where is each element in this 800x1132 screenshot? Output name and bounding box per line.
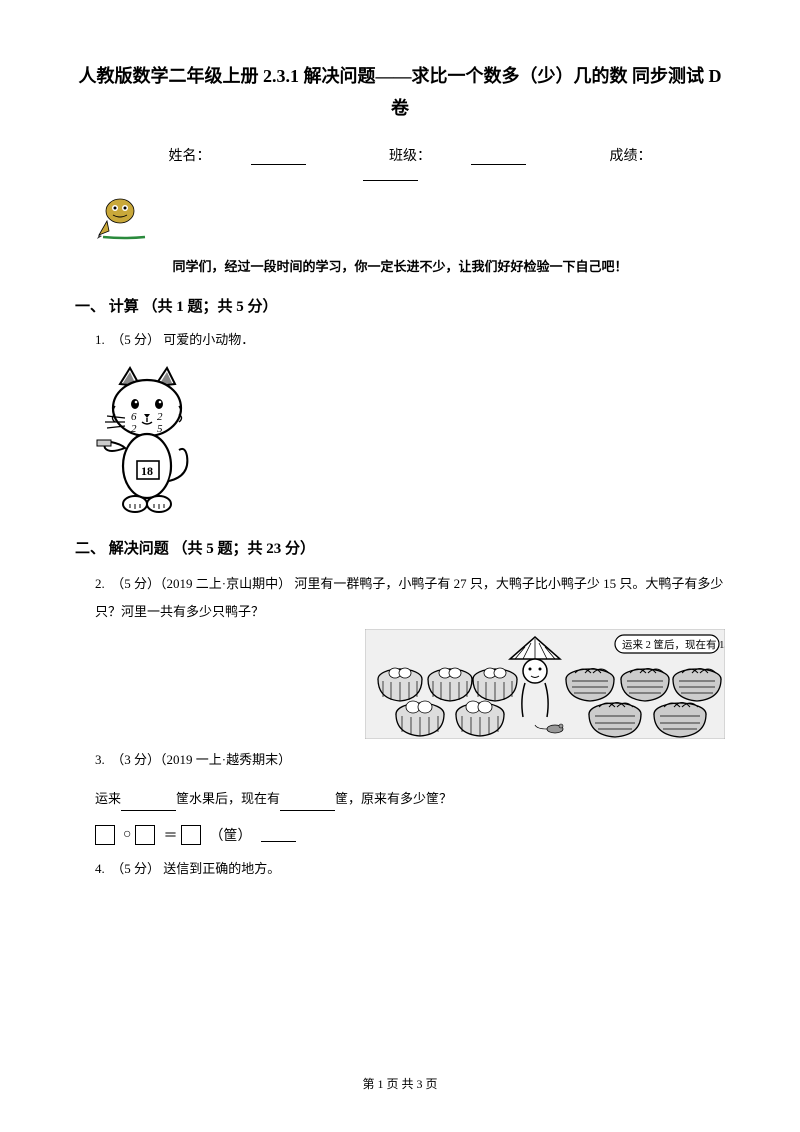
- question-3-line: 运来筐水果后，现在有筐，原来有多少筐？: [95, 787, 725, 812]
- score-blank[interactable]: [363, 165, 418, 181]
- basket-illustration: 运来 2 筐后，现在有 13 筐: [75, 629, 725, 744]
- section-1-header: 一、 计算 （共 1 题；共 5 分）: [75, 295, 725, 316]
- title-line-1: 人教版数学二年级上册 2.3.1 解决问题——求比一个数多（少）几的数 同步测试…: [75, 60, 725, 92]
- eq-box-1[interactable]: [95, 825, 115, 845]
- student-info-row: 姓名： 班级： 成绩：: [75, 145, 725, 181]
- document-title: 人教版数学二年级上册 2.3.1 解决问题——求比一个数多（少）几的数 同步测试…: [75, 60, 725, 125]
- class-field: 班级：: [369, 149, 546, 164]
- eq-op: ○: [123, 827, 131, 843]
- q3-blank-1[interactable]: [121, 795, 176, 811]
- eq-equals: ＝: [163, 825, 177, 845]
- question-3: 3. （3 分）（2019 一上·越秀期末）: [95, 748, 725, 773]
- q3-blank-2[interactable]: [280, 795, 335, 811]
- cat-num-bl: 2: [131, 423, 137, 435]
- question-1: 1. （5 分） 可爱的小动物．: [95, 328, 725, 353]
- cat-illustration: 6 2 2 5 18: [95, 366, 725, 521]
- eq-unit: （筐）: [209, 825, 251, 845]
- eq-blank[interactable]: [261, 828, 296, 842]
- encourage-text: 同学们，经过一段时间的学习，你一定长进不少，让我们好好检验一下自己吧！: [75, 256, 725, 275]
- cat-num-br: 5: [157, 423, 163, 435]
- equation-row: ○ ＝ （筐）: [95, 825, 725, 845]
- pencil-icon: [95, 193, 725, 248]
- cat-num-tr: 2: [157, 411, 163, 423]
- cat-num-tl: 6: [131, 411, 137, 423]
- eq-box-2[interactable]: [135, 825, 155, 845]
- eq-box-3[interactable]: [181, 825, 201, 845]
- question-4: 4. （5 分） 送信到正确的地方。: [95, 857, 725, 882]
- svg-text:运来 2 筐后，现在有 13 筐: 运来 2 筐后，现在有 13 筐: [622, 638, 725, 651]
- cat-body-num: 18: [141, 464, 153, 478]
- section-2-header: 二、 解决问题 （共 5 题；共 23 分）: [75, 537, 725, 558]
- name-blank[interactable]: [251, 149, 306, 165]
- name-field: 姓名：: [149, 149, 326, 164]
- page-footer: 第 1 页 共 3 页: [0, 1075, 800, 1092]
- class-blank[interactable]: [471, 149, 526, 165]
- question-2: 2. （5 分）（2019 二上·京山期中） 河里有一群鸭子，小鸭子有 27 只…: [95, 570, 725, 625]
- title-line-2: 卷: [75, 92, 725, 124]
